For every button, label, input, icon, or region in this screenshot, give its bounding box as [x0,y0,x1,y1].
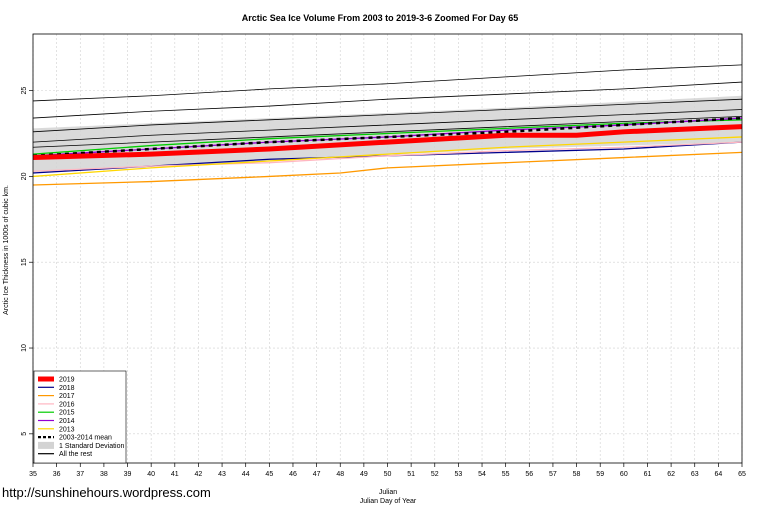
x-tick-label: 63 [691,471,699,478]
x-tick-label: 39 [124,471,132,478]
x-axis-label: Julian [379,489,397,496]
x-axis-label-secondary: Julian Day of Year [360,498,417,505]
x-tick-label: 37 [76,471,84,478]
series-line-other [32,81,743,119]
series-line-other [32,98,743,133]
legend-label: 2019 [59,377,75,384]
legend-label: 2015 [59,410,75,417]
series-line-2013 [32,136,743,178]
x-tick-label: 45 [265,471,273,478]
x-tick-label: 52 [431,471,439,478]
x-tick-label: 57 [549,471,557,478]
y-tick-label: 5 [21,432,28,436]
x-tick-label: 48 [336,471,344,478]
x-tick-label: 61 [644,471,652,478]
x-tick-label: 56 [525,471,533,478]
x-tick-label: 62 [667,471,675,478]
plot-area: 35 36 37 38 39 40 41 42 43 44 45 46 47 48 49 50 51 52 53 54… [21,33,746,478]
watermark-url: http://sunshinehours.wordpress.com [2,485,211,500]
x-tick-label: 43 [218,471,226,478]
x-tick-label: 42 [195,471,203,478]
x-tick-label: 65 [738,471,746,478]
series-line-2016 [32,141,743,172]
series-line-All-the-rest [32,64,743,102]
legend-label: 2017 [59,393,75,400]
x-tick-label: 53 [455,471,463,478]
series-line-other [32,109,743,143]
x-tick-label: 64 [714,471,722,478]
legend-label: 1 Standard Deviation [59,443,124,450]
x-tick-label: 55 [502,471,510,478]
legend-label: All the rest [59,451,92,458]
x-tick-label: 44 [242,471,250,478]
y-tick-label: 10 [21,344,28,352]
x-tick-label: 58 [573,471,581,478]
x-tick-label: 51 [407,471,415,478]
y-axis-label: Arctic Ice Thickness in 1000s of cubic k… [3,185,10,315]
x-tick-label: 46 [289,471,297,478]
series-line-other [32,115,743,148]
legend-label: 2003-2014 mean [59,435,112,442]
legend-label: 2013 [59,426,75,433]
x-tick-label: 35 [29,471,37,478]
series-line-2019 [32,124,743,161]
series-line-2003-2014-mean [32,116,743,158]
x-tick-label: 50 [384,471,392,478]
x-tick-label: 40 [147,471,155,478]
legend-label: 2014 [59,418,75,425]
x-tick-label: 59 [596,471,604,478]
x-tick-label: 41 [171,471,179,478]
x-tick-label: 54 [478,471,486,478]
y-tick-label: 20 [21,172,28,180]
x-tick-label: 47 [313,471,321,478]
y-tick-label: 15 [21,258,28,266]
x-tick-label: 49 [360,471,368,478]
series-line-2017 [32,151,743,186]
x-tick-label: 36 [53,471,61,478]
y-tick-label: 25 [21,87,28,95]
legend-label: 2016 [59,401,75,408]
legend-label: 2018 [59,385,75,392]
legend-swatch-sd [38,441,54,449]
x-tick-label: 38 [100,471,108,478]
series-line-2015 [32,119,743,155]
x-tick-label: 60 [620,471,628,478]
chart-title: Arctic Sea Ice Volume From 2003 to 2019-… [242,13,518,23]
